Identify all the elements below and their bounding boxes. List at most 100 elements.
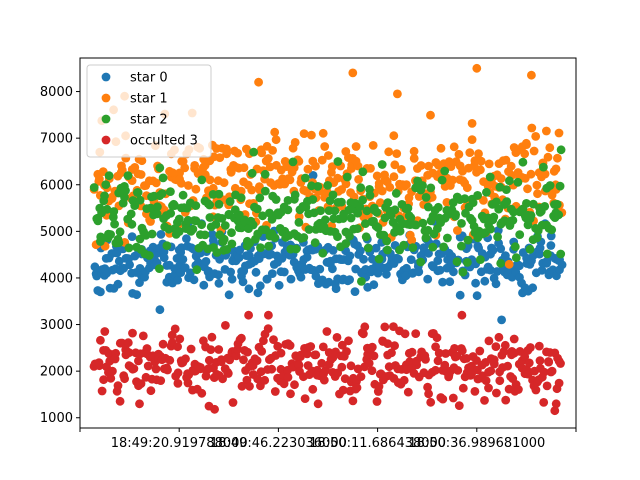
data-point [418, 218, 428, 228]
data-point [244, 284, 254, 294]
data-point [201, 257, 211, 266]
data-point [108, 366, 117, 376]
data-point [382, 269, 391, 279]
data-point [503, 361, 512, 371]
data-point [545, 143, 555, 153]
data-point [208, 235, 218, 245]
data-point [523, 184, 532, 194]
data-point [433, 202, 443, 212]
data-point [191, 201, 201, 211]
data-point [472, 63, 482, 73]
data-point [392, 149, 402, 159]
data-point [124, 348, 134, 357]
data-point [227, 228, 236, 238]
data-point [96, 335, 105, 345]
data-point [501, 395, 511, 405]
data-point [450, 344, 459, 353]
data-point [511, 253, 521, 263]
data-point [115, 227, 125, 237]
data-point [443, 233, 452, 243]
y-tick-label: 8000 [40, 85, 73, 100]
data-point [285, 341, 295, 350]
data-point [371, 243, 381, 253]
data-point [166, 187, 175, 197]
data-point [327, 162, 337, 172]
data-point [243, 347, 252, 357]
data-point [453, 226, 462, 235]
series-star-2 [89, 145, 566, 286]
legend-label: star 0 [130, 71, 168, 86]
data-point [222, 245, 232, 254]
data-point [342, 347, 351, 356]
data-point [252, 204, 262, 214]
data-point [106, 230, 115, 239]
data-point [341, 239, 351, 248]
data-point [90, 262, 100, 272]
data-point [433, 356, 443, 366]
data-point [144, 251, 154, 260]
data-point [358, 195, 367, 205]
data-point [458, 383, 468, 393]
x-tick-label: 18:50:11.686438000 [309, 436, 446, 451]
data-point [126, 209, 136, 219]
data-point [152, 209, 162, 219]
data-point [199, 280, 209, 290]
data-point [377, 160, 387, 169]
data-point [267, 269, 277, 278]
data-point [342, 172, 352, 182]
data-point [373, 268, 383, 278]
data-point [224, 290, 234, 300]
data-point [209, 152, 219, 162]
data-point [216, 357, 226, 367]
data-point [223, 369, 233, 378]
data-point [458, 267, 468, 277]
data-point [521, 138, 531, 148]
data-point [358, 167, 368, 177]
data-point [385, 182, 395, 192]
data-point [271, 195, 281, 204]
data-point [359, 329, 368, 339]
data-point [127, 219, 137, 229]
data-point [89, 183, 99, 192]
legend: star 0 star 1 star 2 occulted 3 [86, 64, 212, 158]
data-point [318, 342, 328, 352]
data-point [345, 275, 354, 284]
data-point [294, 360, 304, 370]
data-point [539, 367, 549, 377]
data-point [310, 238, 320, 248]
data-point [513, 177, 523, 187]
data-point [100, 191, 109, 201]
data-point [337, 197, 346, 207]
data-point [200, 230, 210, 240]
y-tick-label: 1000 [40, 411, 73, 426]
data-point [226, 267, 236, 277]
data-point [551, 164, 561, 174]
data-point [367, 342, 377, 352]
data-point [431, 365, 440, 375]
data-point [411, 329, 421, 338]
data-point [525, 244, 535, 254]
data-point [227, 274, 237, 284]
data-point [493, 232, 502, 242]
y-tick-label: 2000 [40, 365, 73, 380]
data-point [301, 173, 310, 183]
data-point [438, 394, 448, 404]
data-point [197, 175, 207, 185]
data-point [423, 382, 432, 392]
data-point [110, 354, 120, 364]
data-point [237, 333, 246, 343]
x-tick-label: 18:49:46.223036000 [210, 436, 347, 451]
legend-box [86, 64, 212, 158]
data-point [372, 207, 382, 217]
data-point [262, 274, 272, 284]
y-tick-label: 4000 [40, 271, 73, 286]
data-point [526, 343, 535, 352]
data-point [479, 196, 488, 205]
data-point [457, 219, 466, 228]
data-point [421, 193, 431, 202]
data-point [550, 406, 560, 416]
data-point [402, 180, 411, 190]
x-tick-label: 18:49:20.919788000 [111, 436, 248, 451]
data-point [270, 127, 280, 137]
data-point [323, 181, 333, 190]
